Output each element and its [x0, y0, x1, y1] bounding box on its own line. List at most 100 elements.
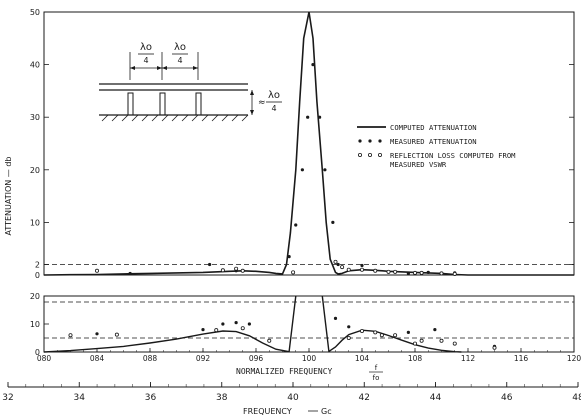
main-y-tick-label: 2: [35, 260, 40, 269]
reflection-loss-point: [386, 269, 391, 274]
inset-label-3-lambda: λo: [268, 90, 280, 101]
lower-reflection-loss-point: [214, 328, 219, 333]
measured-point: [360, 263, 364, 268]
lower-curve-segment: [321, 295, 462, 353]
lower-x-tick-label: 120: [567, 354, 581, 363]
main-y-tick-label: 10: [30, 218, 40, 227]
inset-label-1-lambda: λo: [140, 42, 152, 53]
lower-x-tick-label: 096: [249, 354, 264, 363]
x-axis-title: NORMALIZED FREQUENCY: [236, 367, 333, 376]
reflection-loss-point: [240, 268, 245, 273]
lower-reflection-loss-point: [346, 335, 351, 340]
main-y-tick-label: 20: [30, 166, 40, 175]
lower-reflection-loss-point: [419, 338, 424, 343]
lower-reflection-loss-point: [267, 338, 272, 343]
lower-reflection-loss-point: [373, 330, 378, 335]
lower-measured-points: [95, 316, 497, 348]
inset-approx-sign: ≈: [258, 98, 266, 108]
lower-curve-segment: [43, 295, 297, 353]
reflection-loss-point: [220, 268, 225, 273]
legend-measured-attenuation: MEASURED ATTENUATION: [390, 137, 477, 146]
lower-x-tick-label: 108: [408, 354, 423, 363]
frequency-tick-label: 34: [74, 393, 86, 403]
main-y-tick-label: 50: [30, 8, 40, 17]
inset-label-1-denominator: 4: [143, 56, 148, 65]
inset-label-3-denominator: 4: [271, 104, 276, 113]
measured-point: [300, 168, 304, 172]
measured-point: [306, 115, 310, 119]
lower-reflection-loss-points: [68, 326, 497, 350]
measured-point: [323, 168, 327, 172]
lower-reflection-loss-point: [240, 326, 245, 331]
measured-point: [318, 115, 322, 119]
reflection-loss-point: [419, 270, 424, 275]
lower-reflection-loss-point: [452, 341, 457, 346]
reflection-loss-point: [340, 265, 345, 270]
lower-y-tick-label: 20: [30, 292, 40, 301]
lower-reflection-loss-point: [439, 338, 444, 343]
legend-reflection-loss-line-1: REFLECTION LOSS COMPUTED FROM: [390, 151, 516, 160]
main-y-tick-label: 0: [35, 271, 40, 280]
main-y-tick-label: 30: [30, 113, 40, 122]
reflection-loss-point: [373, 268, 378, 273]
frequency-tick-label: 48: [572, 393, 581, 403]
inset-structure-diagram: λo 4 λo 4 ≈ λo 4: [99, 42, 282, 122]
main-plot-frame: [43, 11, 575, 276]
lower-measured-point: [433, 328, 437, 332]
measured-point: [426, 270, 430, 274]
inset-ground-hatch: [101, 114, 249, 122]
measured-point: [294, 223, 298, 227]
reflection-loss-point: [291, 270, 296, 275]
lower-reflection-loss-point: [412, 341, 417, 346]
frequency-tick-label: 44: [430, 393, 442, 403]
inset-label-2-lambda: λo: [174, 42, 186, 53]
lower-x-tick-label: 100: [302, 354, 317, 363]
reflection-loss-point: [452, 271, 457, 276]
y-axis-title: ATTENUATION — db: [4, 157, 13, 236]
legend: COMPUTED ATTENUATION MEASURED ATTENUATIO…: [357, 123, 520, 169]
lower-x-tick-label: 116: [514, 354, 529, 363]
lower-plot-frame: [43, 295, 575, 353]
main-y-tick-label: 40: [30, 61, 40, 70]
main-y-ticks: 0 2 10 20 30 40 50: [30, 8, 574, 280]
lower-x-tick-label: 112: [461, 354, 476, 363]
lower-measured-point: [406, 330, 410, 334]
lower-y-tick-label: 10: [30, 320, 40, 329]
reflection-loss-point: [359, 267, 364, 272]
lower-x-tick-label: 088: [143, 354, 158, 363]
frequency-tick-label: 42: [359, 393, 370, 403]
frequency-tick-label: 32: [2, 393, 13, 403]
reflection-loss-point: [439, 271, 444, 276]
measured-point: [406, 271, 410, 276]
lower-reflection-loss-point: [393, 333, 398, 338]
measured-point: [208, 262, 212, 267]
reflection-loss-point: [95, 268, 100, 273]
lower-measured-point: [221, 322, 225, 326]
lower-reflection-loss-point: [68, 333, 73, 338]
lower-reflection-loss-point: [492, 345, 497, 350]
lower-measured-point: [247, 322, 251, 326]
reflection-loss-point: [346, 267, 351, 272]
frequency-tick-label: 46: [501, 393, 513, 403]
measured-point: [128, 271, 132, 276]
lower-measured-point: [201, 328, 205, 332]
frequency-axis-title: FREQUENCY: [243, 407, 292, 416]
lower-measured-point: [347, 325, 351, 329]
frequency-tick-label: 40: [287, 393, 299, 403]
inset-stub-3: [195, 92, 202, 116]
x-axis-fraction-den: fo: [373, 374, 380, 382]
measured-point: [331, 220, 335, 224]
frequency-tick-label: 36: [145, 393, 157, 403]
frequency-axis-unit: Gc: [321, 407, 332, 416]
lower-measured-point: [95, 332, 99, 336]
reflection-loss-point: [412, 270, 417, 275]
reflection-loss-point: [333, 259, 338, 264]
inset-label-2-denominator: 4: [177, 56, 182, 65]
inset-stub-1: [127, 92, 134, 116]
lower-reflection-loss-point: [359, 328, 364, 333]
legend-reflection-loss: REFLECTION LOSS COMPUTED FROM MEASURED V…: [390, 151, 520, 169]
measured-point: [336, 262, 340, 267]
x-axis-fraction-num: f: [375, 364, 378, 372]
lower-measured-point: [234, 321, 238, 325]
